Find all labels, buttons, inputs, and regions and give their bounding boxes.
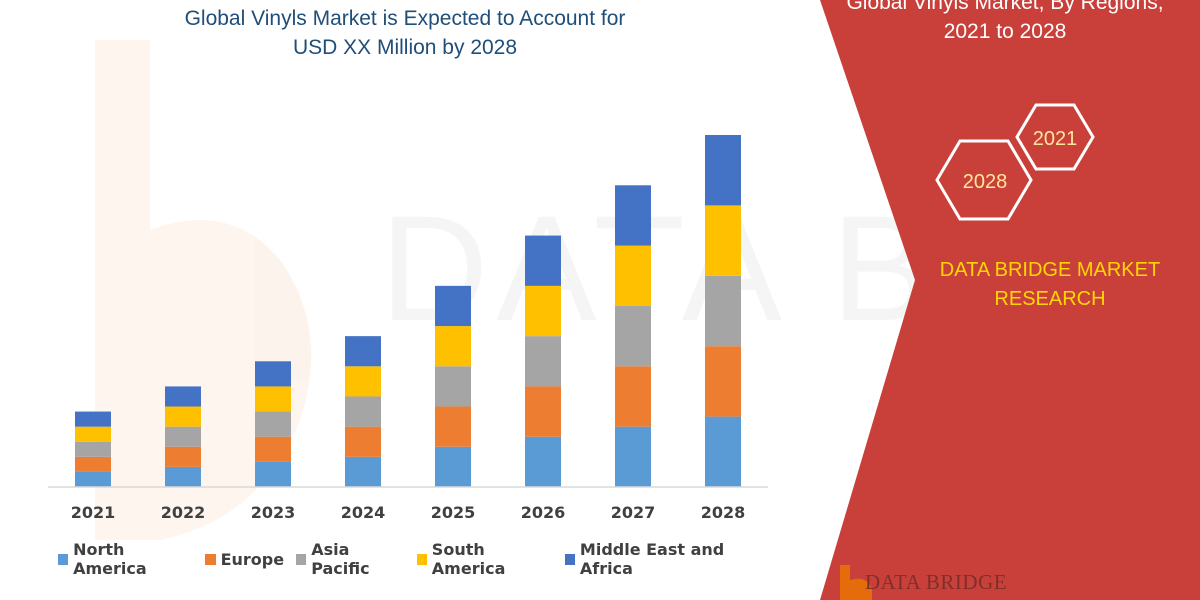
bar-south-america-2028 bbox=[705, 205, 741, 276]
brand-text-line-1: DATA BRIDGE MARKET bbox=[939, 259, 1161, 281]
x-tick-label-2027: 2027 bbox=[611, 503, 656, 522]
panel-title: Global Vinyls Market, By Regions, 2021 t… bbox=[820, 0, 1190, 46]
red-side-panel bbox=[820, 0, 1200, 600]
bar-europe-2022 bbox=[165, 446, 201, 467]
bar-middle-east-and-africa-2022 bbox=[165, 386, 201, 407]
bar-europe-2027 bbox=[615, 366, 651, 427]
bar-asia-pacific-2021 bbox=[75, 441, 111, 457]
legend-item-europe: Europe bbox=[204, 549, 285, 569]
chart-legend: North America Europe Asia Pacific South Ame… bbox=[58, 540, 778, 578]
bar-middle-east-and-africa-2026 bbox=[525, 235, 561, 286]
legend-swatch bbox=[296, 553, 307, 565]
bar-north-america-2027 bbox=[615, 426, 651, 487]
panel-title-line-1: Global Vinyls Market, By Regions, bbox=[846, 0, 1164, 14]
bar-europe-2021 bbox=[75, 456, 111, 472]
x-tick-label-2022: 2022 bbox=[161, 503, 206, 522]
brand-text: DATA BRIDGE MARKET RESEARCH bbox=[915, 256, 1185, 314]
bar-asia-pacific-2023 bbox=[255, 411, 291, 437]
chart-title-line-1: Global Vinyls Market is Expected to Acco… bbox=[184, 7, 626, 30]
legend-swatch bbox=[204, 553, 216, 565]
bar-middle-east-and-africa-2021 bbox=[75, 411, 111, 427]
bar-north-america-2023 bbox=[255, 461, 291, 487]
legend-label: Asia Pacific bbox=[311, 540, 370, 578]
chart-title-line-2: USD XX Million by 2028 bbox=[292, 36, 518, 59]
bar-south-america-2022 bbox=[165, 406, 201, 427]
hexagon-badges: 2021 2028 bbox=[935, 103, 1095, 221]
hexagon-label-2021: 2021 bbox=[1033, 128, 1078, 150]
bar-asia-pacific-2024 bbox=[345, 396, 381, 427]
footer-logo bbox=[840, 565, 872, 600]
footer-logo-text: DATA BRIDGE bbox=[865, 570, 1008, 594]
legend-item-north-america: North America bbox=[58, 540, 193, 578]
bar-europe-2028 bbox=[705, 346, 741, 417]
x-tick-label-2024: 2024 bbox=[341, 503, 386, 522]
bar-south-america-2021 bbox=[75, 426, 111, 442]
bar-asia-pacific-2027 bbox=[615, 305, 651, 367]
bar-asia-pacific-2022 bbox=[165, 426, 201, 447]
legend-swatch bbox=[564, 553, 575, 565]
x-tick-label-2021: 2021 bbox=[71, 503, 116, 522]
bar-asia-pacific-2025 bbox=[435, 366, 471, 407]
bar-north-america-2025 bbox=[435, 446, 471, 487]
legend-label: South America bbox=[431, 540, 506, 578]
x-tick-label-2026: 2026 bbox=[521, 503, 566, 522]
brand-text-line-2: RESEARCH bbox=[994, 288, 1106, 310]
bar-north-america-2021 bbox=[75, 471, 111, 487]
bar-north-america-2022 bbox=[165, 466, 201, 487]
bar-europe-2025 bbox=[435, 406, 471, 447]
bar-middle-east-and-africa-2024 bbox=[345, 336, 381, 367]
legend-item-south-america: South America bbox=[416, 540, 553, 578]
bar-asia-pacific-2026 bbox=[525, 336, 561, 387]
bar-europe-2026 bbox=[525, 386, 561, 437]
legend-label: North America bbox=[73, 540, 147, 578]
bar-south-america-2023 bbox=[255, 386, 291, 412]
panel-title-line-2: 2021 to 2028 bbox=[943, 20, 1067, 43]
bar-north-america-2028 bbox=[705, 416, 741, 487]
x-tick-label-2023: 2023 bbox=[251, 503, 296, 522]
bar-europe-2024 bbox=[345, 426, 381, 457]
legend-swatch bbox=[58, 553, 69, 565]
legend-item-middle-east-and-africa: Middle East and Africa bbox=[564, 540, 766, 578]
bar-south-america-2026 bbox=[525, 285, 561, 337]
bar-middle-east-and-africa-2023 bbox=[255, 361, 291, 387]
chart-title: Global Vinyls Market is Expected to Acco… bbox=[90, 4, 720, 62]
x-tick-label-2028: 2028 bbox=[701, 503, 746, 522]
bar-north-america-2024 bbox=[345, 456, 381, 487]
bar-europe-2023 bbox=[255, 436, 291, 462]
bar-middle-east-and-africa-2028 bbox=[705, 135, 741, 206]
hexagon-badge-2028 bbox=[935, 139, 1033, 221]
x-tick-labels: 2021 2022 2023 2024 2025 2026 2027 2028 bbox=[71, 503, 746, 522]
bar-middle-east-and-africa-2025 bbox=[435, 285, 471, 327]
bar-middle-east-and-africa-2027 bbox=[615, 185, 651, 246]
footer-logo-icon bbox=[840, 565, 872, 600]
bar-south-america-2027 bbox=[615, 245, 651, 306]
hexagon-label-2028: 2028 bbox=[963, 171, 1008, 193]
hexagon-badge-2021 bbox=[1015, 103, 1095, 171]
x-tick-label-2025: 2025 bbox=[431, 503, 476, 522]
bar-group bbox=[75, 135, 741, 487]
bar-south-america-2025 bbox=[435, 326, 471, 367]
legend-item-asia-pacific: Asia Pacific bbox=[296, 540, 405, 578]
legend-label: Europe bbox=[220, 549, 285, 569]
bar-asia-pacific-2028 bbox=[705, 275, 741, 347]
legend-label: Middle East and Africa bbox=[579, 540, 725, 578]
bar-south-america-2024 bbox=[345, 366, 381, 397]
legend-swatch bbox=[416, 553, 427, 565]
bar-north-america-2026 bbox=[525, 436, 561, 487]
